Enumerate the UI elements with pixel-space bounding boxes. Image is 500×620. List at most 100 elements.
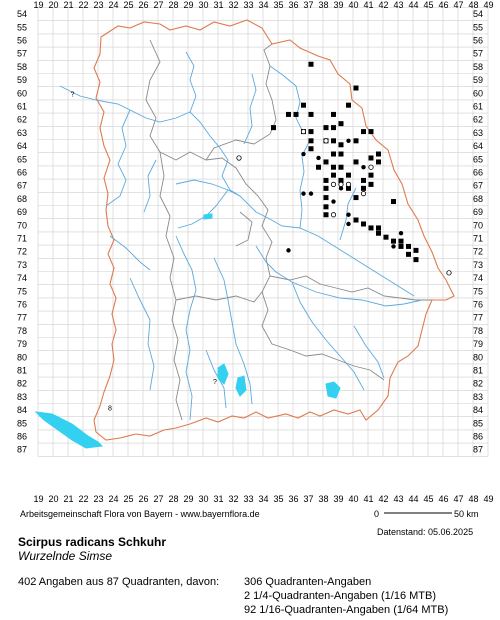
y-tick-label: 78 bbox=[473, 326, 483, 336]
occurrence-square bbox=[323, 204, 329, 210]
occurrence-open-circle bbox=[300, 128, 307, 135]
y-tick-label: 60 bbox=[17, 88, 27, 98]
x-tick-label: 49 bbox=[483, 494, 493, 504]
occurrence-square bbox=[316, 164, 321, 170]
occurrence-square bbox=[406, 251, 411, 257]
x-tick-label: 44 bbox=[408, 0, 418, 10]
credit-text: Arbeitsgemeinschaft Flora von Bayern - w… bbox=[20, 509, 260, 519]
y-tick-label: 68 bbox=[473, 194, 483, 204]
y-tick-label: 71 bbox=[473, 234, 483, 244]
x-tick-label: 49 bbox=[483, 0, 493, 10]
x-tick-label: 21 bbox=[63, 494, 73, 504]
occurrence-square bbox=[368, 172, 374, 178]
y-tick-label: 81 bbox=[473, 366, 483, 376]
occurrence-square bbox=[301, 102, 306, 108]
uncertain-mark: 8 bbox=[108, 405, 112, 412]
y-tick-label: 76 bbox=[17, 300, 27, 310]
x-tick-label: 26 bbox=[138, 494, 148, 504]
y-tick-label: 55 bbox=[473, 22, 483, 32]
district-border bbox=[269, 275, 432, 301]
x-tick-label: 36 bbox=[288, 0, 298, 10]
y-tick-label: 85 bbox=[473, 418, 483, 428]
x-tick-label: 36 bbox=[288, 494, 298, 504]
scale-end-label: 50 km bbox=[454, 509, 479, 519]
occurrence-square bbox=[413, 257, 419, 263]
x-tick-label: 40 bbox=[348, 494, 358, 504]
y-tick-label: 64 bbox=[17, 141, 27, 151]
y-tick-label: 83 bbox=[473, 392, 483, 402]
occurrence-square bbox=[338, 164, 344, 170]
y-tick-label: 75 bbox=[17, 286, 27, 296]
occurrence-square bbox=[398, 238, 404, 244]
y-tick-label: 57 bbox=[473, 49, 483, 59]
y-tick-label: 61 bbox=[17, 102, 27, 112]
occurrence-dot bbox=[316, 155, 321, 161]
y-tick-label: 77 bbox=[17, 313, 27, 323]
x-tick-label: 29 bbox=[183, 494, 193, 504]
occurrence-square bbox=[376, 230, 381, 236]
x-tick-label: 20 bbox=[48, 0, 58, 10]
x-tick-label: 43 bbox=[393, 0, 403, 10]
y-tick-label: 60 bbox=[473, 88, 483, 98]
occurrence-square bbox=[368, 225, 374, 231]
occurrence-dot bbox=[361, 165, 366, 170]
y-tick-label: 69 bbox=[17, 207, 27, 217]
occurrence-open-circle bbox=[446, 270, 452, 276]
occurrence-dot bbox=[346, 221, 351, 227]
x-tick-label: 26 bbox=[138, 0, 148, 10]
occurrence-open-circle bbox=[338, 181, 344, 187]
occurrence-dot bbox=[308, 191, 314, 196]
x-tick-label: 37 bbox=[303, 494, 313, 504]
y-tick-label: 80 bbox=[17, 352, 27, 362]
stat-sixteenth-quadrant: 92 1/16-Quadranten-Angaben (1/64 MTB) bbox=[244, 604, 449, 616]
district-border bbox=[235, 211, 253, 247]
x-tick-label: 37 bbox=[303, 0, 313, 10]
y-axis-labels-right: 54 55 56 57 58 59 60 61 62 63 64 65 66 67 68 69 70 71 72 73… bbox=[473, 9, 483, 455]
x-tick-label: 19 bbox=[33, 0, 43, 10]
y-tick-label: 58 bbox=[473, 62, 483, 72]
x-tick-label: 25 bbox=[123, 0, 133, 10]
x-tick-label: 21 bbox=[63, 0, 73, 10]
grid bbox=[37, 7, 489, 457]
x-tick-label: 35 bbox=[273, 0, 283, 10]
state-border bbox=[93, 19, 455, 441]
stat-quadrant: 306 Quadranten-Angaben bbox=[244, 576, 372, 588]
y-tick-label: 62 bbox=[473, 115, 483, 125]
occurrence-markers bbox=[236, 61, 452, 276]
y-tick-label: 84 bbox=[17, 405, 27, 415]
occurrence-square bbox=[271, 125, 276, 131]
x-tick-label: 47 bbox=[453, 0, 463, 10]
occurrence-dot bbox=[346, 212, 351, 217]
occurrence-square bbox=[353, 138, 359, 144]
x-tick-label: 35 bbox=[273, 494, 283, 504]
occurrence-square bbox=[353, 195, 359, 201]
y-tick-label: 58 bbox=[17, 62, 27, 72]
occurrence-square bbox=[368, 181, 374, 187]
occurrence-square bbox=[361, 177, 366, 183]
y-tick-label: 68 bbox=[17, 194, 27, 204]
y-tick-label: 81 bbox=[17, 366, 27, 376]
x-tick-label: 43 bbox=[393, 494, 403, 504]
occurrence-square bbox=[308, 61, 314, 67]
occurrence-square bbox=[376, 151, 381, 157]
y-tick-label: 63 bbox=[473, 128, 483, 138]
occurrence-square bbox=[383, 234, 389, 240]
occurrence-square bbox=[308, 129, 314, 135]
x-tick-label: 45 bbox=[423, 0, 433, 10]
x-tick-label: 39 bbox=[333, 494, 343, 504]
species-scientific-name: Scirpus radicans Schkuhr bbox=[18, 535, 167, 549]
x-tick-label: 24 bbox=[108, 0, 118, 10]
occurrence-dot bbox=[338, 186, 344, 191]
scale-start-label: 0 bbox=[374, 509, 380, 519]
y-tick-label: 55 bbox=[17, 22, 27, 32]
y-tick-label: 72 bbox=[473, 247, 483, 257]
y-tick-label: 61 bbox=[473, 102, 483, 112]
x-tick-label: 29 bbox=[183, 0, 193, 10]
y-tick-label: 83 bbox=[17, 392, 27, 402]
occurrence-square bbox=[331, 125, 336, 131]
district-border bbox=[175, 291, 263, 303]
occurrence-open-circle bbox=[360, 191, 367, 197]
occurrence-square bbox=[331, 164, 336, 170]
occurrence-square bbox=[413, 247, 419, 253]
uncertain-mark: ? bbox=[71, 91, 75, 98]
